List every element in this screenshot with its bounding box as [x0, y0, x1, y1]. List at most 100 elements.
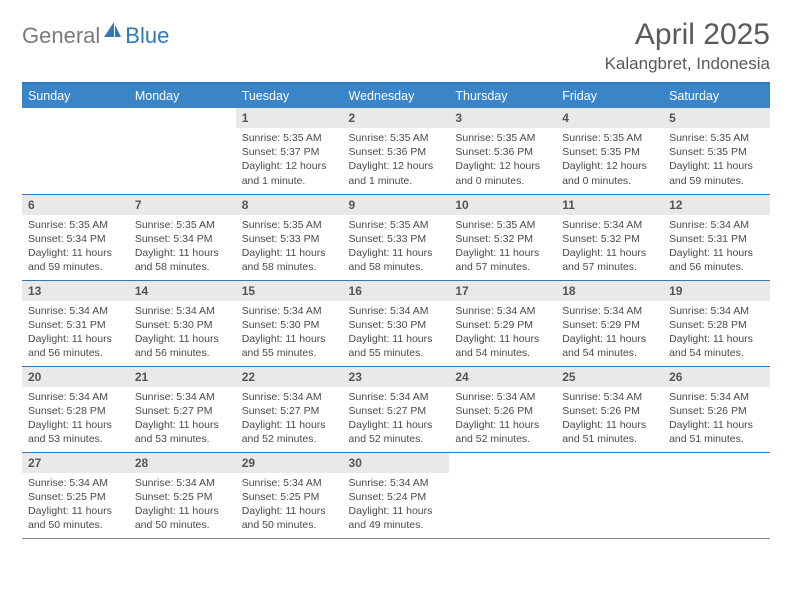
- day-number: 9: [343, 195, 450, 215]
- calendar-day-cell: 11Sunrise: 5:34 AMSunset: 5:32 PMDayligh…: [556, 194, 663, 280]
- day-details: Sunrise: 5:35 AMSunset: 5:34 PMDaylight:…: [129, 215, 236, 279]
- daylight-text: Daylight: 11 hours and 58 minutes.: [135, 246, 230, 274]
- day-details: Sunrise: 5:34 AMSunset: 5:27 PMDaylight:…: [236, 387, 343, 451]
- calendar-body: 1Sunrise: 5:35 AMSunset: 5:37 PMDaylight…: [22, 108, 770, 538]
- day-number: 24: [449, 367, 556, 387]
- day-details: Sunrise: 5:34 AMSunset: 5:24 PMDaylight:…: [343, 473, 450, 537]
- daylight-text: Daylight: 11 hours and 49 minutes.: [349, 504, 444, 532]
- daylight-text: Daylight: 11 hours and 51 minutes.: [562, 418, 657, 446]
- sunset-text: Sunset: 5:27 PM: [135, 404, 230, 418]
- daylight-text: Daylight: 12 hours and 0 minutes.: [562, 159, 657, 187]
- sunset-text: Sunset: 5:30 PM: [135, 318, 230, 332]
- calendar-day-cell: 25Sunrise: 5:34 AMSunset: 5:26 PMDayligh…: [556, 366, 663, 452]
- sunrise-text: Sunrise: 5:34 AM: [455, 390, 550, 404]
- calendar-day-cell: 15Sunrise: 5:34 AMSunset: 5:30 PMDayligh…: [236, 280, 343, 366]
- daylight-text: Daylight: 11 hours and 55 minutes.: [242, 332, 337, 360]
- day-number: 16: [343, 281, 450, 301]
- daylight-text: Daylight: 11 hours and 56 minutes.: [28, 332, 123, 360]
- day-details: Sunrise: 5:35 AMSunset: 5:34 PMDaylight:…: [22, 215, 129, 279]
- weekday-header: Wednesday: [343, 83, 450, 108]
- sunset-text: Sunset: 5:32 PM: [562, 232, 657, 246]
- calendar-document: General Blue April 2025 Kalangbret, Indo…: [0, 0, 792, 539]
- day-number: 13: [22, 281, 129, 301]
- day-number: 23: [343, 367, 450, 387]
- day-number: 21: [129, 367, 236, 387]
- weekday-header: Friday: [556, 83, 663, 108]
- day-details: Sunrise: 5:35 AMSunset: 5:36 PMDaylight:…: [343, 128, 450, 192]
- day-details: Sunrise: 5:35 AMSunset: 5:37 PMDaylight:…: [236, 128, 343, 192]
- sunrise-text: Sunrise: 5:34 AM: [562, 304, 657, 318]
- day-details: Sunrise: 5:34 AMSunset: 5:27 PMDaylight:…: [129, 387, 236, 451]
- sunrise-text: Sunrise: 5:34 AM: [242, 390, 337, 404]
- daylight-text: Daylight: 11 hours and 59 minutes.: [28, 246, 123, 274]
- sunrise-text: Sunrise: 5:34 AM: [349, 304, 444, 318]
- day-details: Sunrise: 5:35 AMSunset: 5:35 PMDaylight:…: [556, 128, 663, 192]
- day-number: 4: [556, 108, 663, 128]
- daylight-text: Daylight: 11 hours and 52 minutes.: [455, 418, 550, 446]
- daylight-text: Daylight: 11 hours and 57 minutes.: [562, 246, 657, 274]
- daylight-text: Daylight: 11 hours and 52 minutes.: [349, 418, 444, 446]
- calendar-day-cell: 22Sunrise: 5:34 AMSunset: 5:27 PMDayligh…: [236, 366, 343, 452]
- daylight-text: Daylight: 11 hours and 51 minutes.: [669, 418, 764, 446]
- sunset-text: Sunset: 5:32 PM: [455, 232, 550, 246]
- calendar-day-cell: [129, 108, 236, 194]
- daylight-text: Daylight: 11 hours and 58 minutes.: [242, 246, 337, 274]
- sunrise-text: Sunrise: 5:34 AM: [349, 390, 444, 404]
- day-number: 25: [556, 367, 663, 387]
- calendar-day-cell: 4Sunrise: 5:35 AMSunset: 5:35 PMDaylight…: [556, 108, 663, 194]
- sunrise-text: Sunrise: 5:34 AM: [135, 304, 230, 318]
- weekday-header: Sunday: [22, 83, 129, 108]
- calendar-week-row: 13Sunrise: 5:34 AMSunset: 5:31 PMDayligh…: [22, 280, 770, 366]
- daylight-text: Daylight: 11 hours and 50 minutes.: [135, 504, 230, 532]
- calendar-day-cell: [22, 108, 129, 194]
- calendar-day-cell: 13Sunrise: 5:34 AMSunset: 5:31 PMDayligh…: [22, 280, 129, 366]
- sunset-text: Sunset: 5:31 PM: [669, 232, 764, 246]
- day-details: Sunrise: 5:34 AMSunset: 5:26 PMDaylight:…: [449, 387, 556, 451]
- sunrise-text: Sunrise: 5:34 AM: [669, 304, 764, 318]
- day-number: 20: [22, 367, 129, 387]
- day-number: 18: [556, 281, 663, 301]
- sunset-text: Sunset: 5:29 PM: [562, 318, 657, 332]
- calendar-day-cell: 8Sunrise: 5:35 AMSunset: 5:33 PMDaylight…: [236, 194, 343, 280]
- weekday-header: Tuesday: [236, 83, 343, 108]
- calendar-day-cell: [556, 452, 663, 538]
- calendar-day-cell: 28Sunrise: 5:34 AMSunset: 5:25 PMDayligh…: [129, 452, 236, 538]
- day-details: Sunrise: 5:34 AMSunset: 5:30 PMDaylight:…: [343, 301, 450, 365]
- calendar-day-cell: 27Sunrise: 5:34 AMSunset: 5:25 PMDayligh…: [22, 452, 129, 538]
- calendar-day-cell: 21Sunrise: 5:34 AMSunset: 5:27 PMDayligh…: [129, 366, 236, 452]
- day-number: 6: [22, 195, 129, 215]
- sunset-text: Sunset: 5:26 PM: [455, 404, 550, 418]
- day-number: 2: [343, 108, 450, 128]
- sunset-text: Sunset: 5:30 PM: [349, 318, 444, 332]
- sunrise-text: Sunrise: 5:35 AM: [349, 131, 444, 145]
- day-number: 10: [449, 195, 556, 215]
- calendar-day-cell: 1Sunrise: 5:35 AMSunset: 5:37 PMDaylight…: [236, 108, 343, 194]
- calendar-day-cell: 19Sunrise: 5:34 AMSunset: 5:28 PMDayligh…: [663, 280, 770, 366]
- sunrise-text: Sunrise: 5:34 AM: [349, 476, 444, 490]
- location-label: Kalangbret, Indonesia: [605, 54, 770, 74]
- sunset-text: Sunset: 5:26 PM: [562, 404, 657, 418]
- calendar-week-row: 1Sunrise: 5:35 AMSunset: 5:37 PMDaylight…: [22, 108, 770, 194]
- day-details: Sunrise: 5:34 AMSunset: 5:30 PMDaylight:…: [129, 301, 236, 365]
- calendar-week-row: 20Sunrise: 5:34 AMSunset: 5:28 PMDayligh…: [22, 366, 770, 452]
- calendar-day-cell: 7Sunrise: 5:35 AMSunset: 5:34 PMDaylight…: [129, 194, 236, 280]
- calendar-day-cell: 12Sunrise: 5:34 AMSunset: 5:31 PMDayligh…: [663, 194, 770, 280]
- day-number: 17: [449, 281, 556, 301]
- sunset-text: Sunset: 5:35 PM: [562, 145, 657, 159]
- day-details: Sunrise: 5:34 AMSunset: 5:25 PMDaylight:…: [129, 473, 236, 537]
- day-details: Sunrise: 5:34 AMSunset: 5:28 PMDaylight:…: [663, 301, 770, 365]
- logo-word-1: General: [22, 23, 100, 49]
- daylight-text: Daylight: 12 hours and 1 minute.: [242, 159, 337, 187]
- day-number: 15: [236, 281, 343, 301]
- title-block: April 2025 Kalangbret, Indonesia: [605, 18, 770, 74]
- sunset-text: Sunset: 5:25 PM: [135, 490, 230, 504]
- sunset-text: Sunset: 5:33 PM: [242, 232, 337, 246]
- calendar-day-cell: 16Sunrise: 5:34 AMSunset: 5:30 PMDayligh…: [343, 280, 450, 366]
- day-details: Sunrise: 5:35 AMSunset: 5:33 PMDaylight:…: [236, 215, 343, 279]
- calendar-day-cell: 23Sunrise: 5:34 AMSunset: 5:27 PMDayligh…: [343, 366, 450, 452]
- sunrise-text: Sunrise: 5:35 AM: [455, 131, 550, 145]
- daylight-text: Daylight: 11 hours and 55 minutes.: [349, 332, 444, 360]
- daylight-text: Daylight: 11 hours and 54 minutes.: [455, 332, 550, 360]
- calendar-day-cell: 10Sunrise: 5:35 AMSunset: 5:32 PMDayligh…: [449, 194, 556, 280]
- day-details: Sunrise: 5:34 AMSunset: 5:26 PMDaylight:…: [556, 387, 663, 451]
